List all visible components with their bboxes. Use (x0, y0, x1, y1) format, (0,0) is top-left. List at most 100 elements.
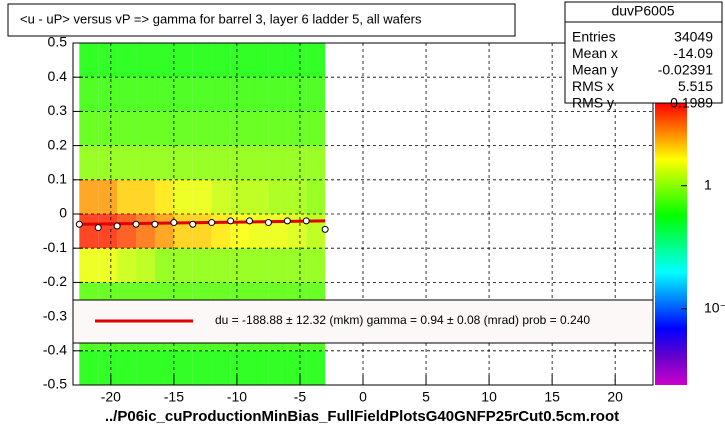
heat-cell (211, 77, 231, 112)
y-tick-label: -0.3 (43, 307, 67, 323)
y-tick-label: 0 (59, 205, 67, 221)
heat-cell (192, 77, 212, 112)
heat-cell (268, 145, 288, 180)
heat-cell (136, 248, 155, 283)
heat-cell (98, 145, 118, 180)
heat-cell (211, 248, 231, 283)
x-tick-label: 0 (359, 389, 367, 405)
heat-cell (287, 248, 307, 283)
heat-cell (98, 77, 118, 112)
stats-value: 5.515 (678, 78, 713, 94)
heat-cell (154, 43, 174, 78)
x-tick-label: -15 (164, 389, 184, 405)
heat-cell (249, 77, 269, 112)
x-tick-label: 10 (481, 389, 497, 405)
heat-cell (98, 214, 118, 249)
heat-cell (230, 179, 250, 214)
heat-cell (230, 145, 250, 180)
heat-cell (192, 350, 212, 385)
heat-cell (136, 350, 155, 385)
heat-cell (249, 145, 269, 180)
heat-cell (230, 77, 250, 112)
y-tick-label: 0.1 (48, 171, 68, 187)
y-tick-label: 0.2 (48, 136, 68, 152)
heat-cell (154, 145, 174, 180)
heat-cell (173, 43, 193, 78)
y-tick-label: -0.1 (43, 239, 67, 255)
stats-title: duvP6005 (611, 3, 674, 19)
stats-value: 0.1989 (670, 95, 713, 111)
heat-cell (79, 145, 99, 180)
heat-cell (211, 350, 231, 385)
heat-cell (192, 43, 212, 78)
heat-cell (230, 350, 250, 385)
profile-point (321, 225, 329, 233)
heat-cell (136, 145, 155, 180)
x-tick-label: -10 (227, 389, 247, 405)
heat-cell (117, 350, 137, 385)
heat-cell (154, 248, 174, 283)
x-tick-label: 20 (607, 389, 623, 405)
y-tick-label: 0.5 (48, 34, 68, 50)
heat-cell (211, 111, 231, 146)
heat-cell (249, 43, 269, 78)
heat-cell (79, 248, 99, 283)
heat-cell (136, 77, 155, 112)
heat-cell (79, 111, 99, 146)
heat-cell (306, 43, 326, 78)
heat-cell (268, 179, 288, 214)
heat-cell (249, 179, 269, 214)
heat-cell (230, 43, 250, 78)
chart-title: <u - uP> versus vP => gamma for barrel 3… (20, 11, 422, 26)
heat-cell (79, 43, 99, 78)
heat-cell (287, 179, 307, 214)
heat-cell (211, 179, 231, 214)
heat-cell (136, 214, 155, 249)
heat-cell (173, 179, 193, 214)
heat-cell (117, 248, 137, 283)
stats-label: Mean y (572, 62, 618, 78)
stats-label: RMS x (572, 78, 614, 94)
legend-text: du = -188.88 ± 12.32 (mkm) gamma = 0.94 … (215, 313, 590, 327)
heat-cell (136, 111, 155, 146)
heat-cell (136, 43, 155, 78)
heat-cell (306, 350, 326, 385)
heat-cell (173, 214, 193, 249)
heat-cell (230, 248, 250, 283)
profile-point (227, 217, 235, 225)
heat-cell (287, 77, 307, 112)
y-tick-label: -0.5 (43, 376, 67, 392)
stats-value: -14.09 (673, 45, 713, 61)
footer: ../P06ic_cuProductionMinBias_FullFieldPl… (105, 408, 619, 425)
heat-cell (98, 179, 118, 214)
profile-point (189, 220, 197, 228)
heat-cell (98, 248, 118, 283)
profile-point (151, 220, 159, 228)
heat-cell (117, 214, 137, 249)
profile-point (75, 220, 83, 228)
heat-cell (306, 145, 326, 180)
heat-cell (98, 43, 118, 78)
title-box (7, 3, 516, 37)
heat-cell (287, 145, 307, 180)
profile-point (302, 217, 310, 225)
heat-cell (211, 145, 231, 180)
heat-cell (154, 350, 174, 385)
heat-cell (192, 248, 212, 283)
heat-cell (268, 350, 288, 385)
stats-label: Mean x (572, 45, 618, 61)
x-tick-label: 5 (422, 389, 430, 405)
heat-cell (154, 214, 174, 249)
heat-cell (268, 43, 288, 78)
heat-cell (192, 179, 212, 214)
stats-value: 34049 (674, 29, 713, 45)
heat-cell (173, 350, 193, 385)
heat-cell (117, 179, 137, 214)
stats-box (564, 1, 723, 104)
heat-cell (249, 111, 269, 146)
profile-point (283, 217, 291, 225)
stats-label: Entries (572, 29, 616, 45)
y-tick-label: 0.4 (48, 68, 68, 84)
z-tick-label: 10⁻¹ (704, 299, 725, 315)
